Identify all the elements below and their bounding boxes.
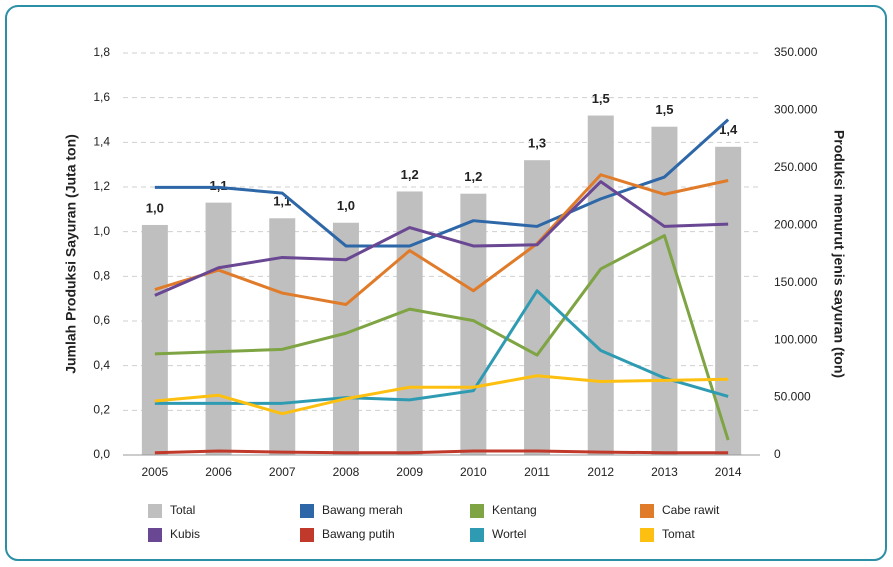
y-tick-label: 0,4 xyxy=(93,358,110,372)
data-label: 1,2 xyxy=(464,169,482,184)
data-label: 1,0 xyxy=(146,200,164,215)
data-label: 1,3 xyxy=(528,136,546,151)
x-tick-label: 2006 xyxy=(205,465,232,479)
y-tick-label: 0,0 xyxy=(93,447,110,461)
bar xyxy=(205,202,232,455)
y2-tick-label: 300.000 xyxy=(774,103,818,117)
y-tick-label: 0,2 xyxy=(93,403,110,417)
legend-label: Bawang putih xyxy=(322,527,395,541)
bar xyxy=(332,222,359,455)
x-tick-label: 2009 xyxy=(396,465,423,479)
y-tick-label: 1,0 xyxy=(93,224,110,238)
data-label: 1,0 xyxy=(337,198,355,213)
y-tick-label: 1,6 xyxy=(93,90,110,104)
data-label: 1,4 xyxy=(719,122,738,137)
y2-tick-label: 350.000 xyxy=(774,45,818,59)
legend-label: Cabe rawit xyxy=(662,503,720,517)
legend-label: Tomat xyxy=(662,527,695,541)
bar xyxy=(715,146,742,456)
x-tick-label: 2011 xyxy=(524,465,550,479)
line xyxy=(154,180,729,297)
x-tick-label: 2012 xyxy=(587,465,614,479)
legend-swatch xyxy=(148,528,162,542)
legend-swatch xyxy=(300,528,314,542)
data-label: 1,2 xyxy=(401,167,419,182)
legend-label: Bawang merah xyxy=(322,503,403,517)
y2-tick-label: 0 xyxy=(774,447,781,461)
line xyxy=(154,449,729,455)
line xyxy=(154,173,729,307)
y2-tick-label: 250.000 xyxy=(774,160,818,174)
legend-swatch xyxy=(640,504,654,518)
data-label: 1,1 xyxy=(273,194,291,209)
y2-tick-label: 150.000 xyxy=(774,275,818,289)
line xyxy=(154,374,729,416)
y-tick-label: 0,8 xyxy=(93,269,110,283)
legend-label: Wortel xyxy=(492,527,526,541)
bar xyxy=(141,224,168,455)
legend-label: Kubis xyxy=(170,527,200,541)
bar xyxy=(396,191,423,455)
bar xyxy=(524,160,551,455)
y2-tick-label: 50.000 xyxy=(774,390,811,404)
legend-swatch xyxy=(470,504,484,518)
y-tick-label: 1,4 xyxy=(93,135,110,149)
y-tick-label: 1,2 xyxy=(93,179,110,193)
y-tick-label: 1,8 xyxy=(93,45,110,59)
x-tick-label: 2014 xyxy=(715,465,742,479)
legend-label: Total xyxy=(170,503,195,517)
y2-tick-label: 100.000 xyxy=(774,332,818,346)
bar xyxy=(587,115,614,456)
legend-label: Kentang xyxy=(492,503,537,517)
line xyxy=(154,118,730,248)
x-tick-label: 2010 xyxy=(460,465,487,479)
x-tick-label: 2007 xyxy=(269,465,296,479)
legend-swatch xyxy=(470,528,484,542)
y2-tick-label: 200.000 xyxy=(774,217,818,231)
bar xyxy=(269,218,296,455)
legend-swatch xyxy=(148,504,162,518)
y-tick-label: 0,6 xyxy=(93,313,110,327)
x-tick-label: 2008 xyxy=(333,465,360,479)
line xyxy=(154,234,730,441)
y2-axis-title: Produksi menurut jenis sayuran (ton) xyxy=(831,130,847,378)
legend-swatch xyxy=(640,528,654,542)
data-label: 1,1 xyxy=(210,178,228,193)
x-tick-label: 2013 xyxy=(651,465,678,479)
frame xyxy=(5,5,887,561)
y-axis-title: Jumlah Produksi Sayuran (Juta ton) xyxy=(63,134,79,374)
x-tick-label: 2005 xyxy=(141,465,168,479)
data-label: 1,5 xyxy=(592,91,610,106)
legend-swatch xyxy=(300,504,314,518)
data-label: 1,5 xyxy=(655,102,673,117)
